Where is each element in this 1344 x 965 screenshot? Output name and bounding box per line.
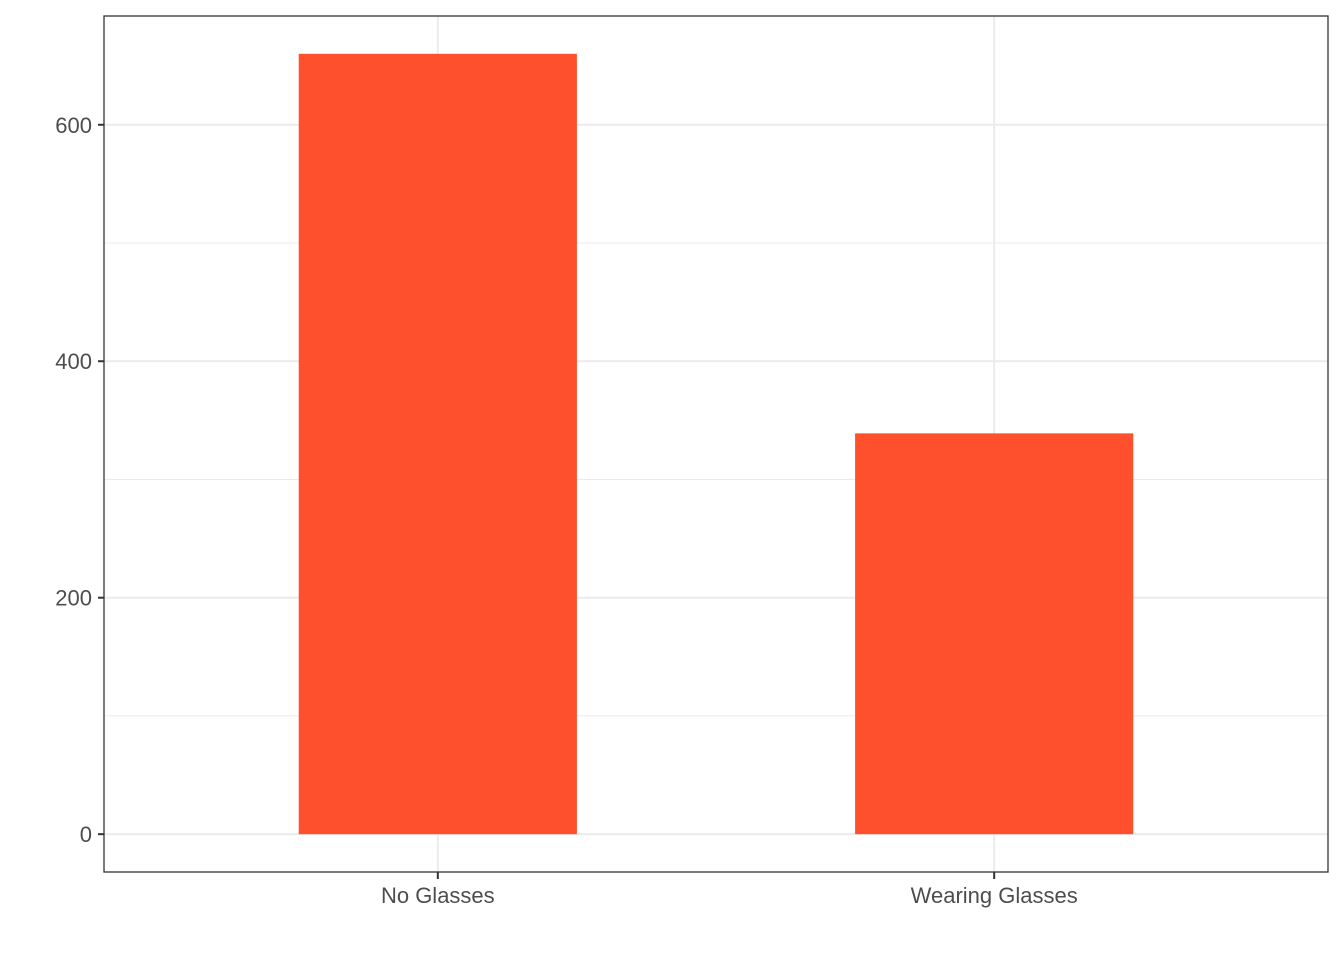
grid-layer bbox=[104, 16, 1328, 872]
axis-layer: 0 200 400 600 No Glasses Wearing Glasses bbox=[55, 113, 1077, 908]
bar-no-glasses bbox=[298, 53, 577, 835]
y-tick-label: 0 bbox=[80, 822, 92, 847]
bar-layer bbox=[298, 53, 1134, 835]
panel-border bbox=[103, 15, 1329, 873]
y-tick-label: 600 bbox=[55, 113, 92, 138]
bar-wearing-glasses bbox=[855, 433, 1134, 835]
y-tick-label: 400 bbox=[55, 349, 92, 374]
y-tick-label: 200 bbox=[55, 586, 92, 611]
x-tick-label: No Glasses bbox=[381, 883, 495, 908]
x-tick-label: Wearing Glasses bbox=[911, 883, 1078, 908]
